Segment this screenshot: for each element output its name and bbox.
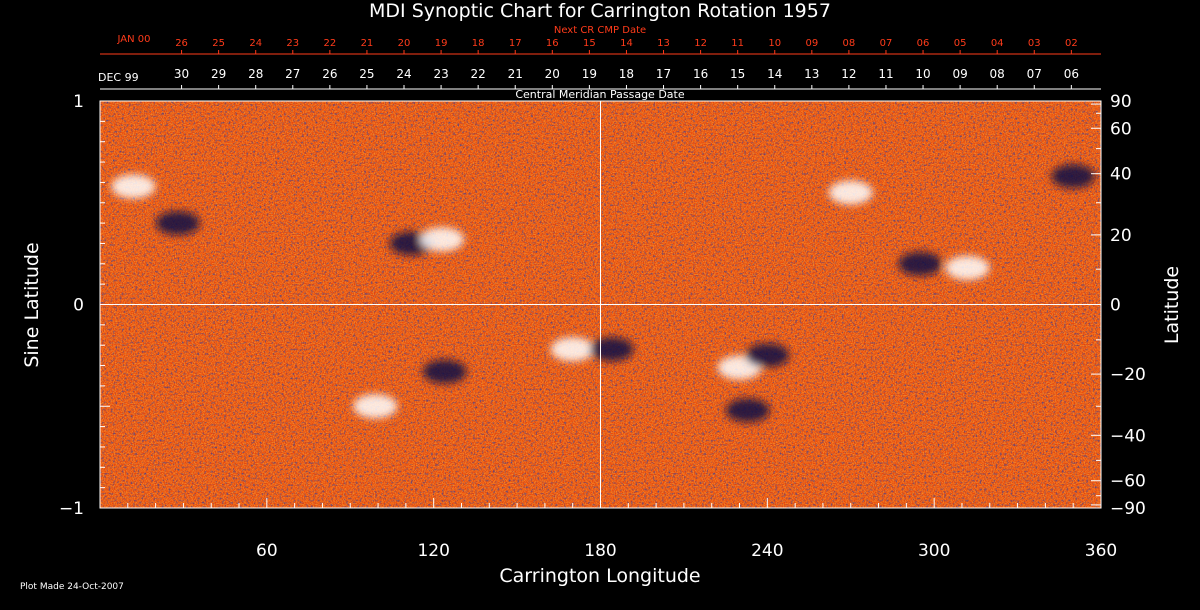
cmp-date-tick-label: 26 [322, 67, 337, 81]
cmp-date-axis-label: Central Meridian Passage Date [515, 88, 684, 101]
y-axis-right-tick-label: −90 [1110, 499, 1146, 519]
cmp-date-tick-label: 24 [396, 67, 411, 81]
next-cmp-tick-label: 16 [546, 38, 559, 49]
cmp-date-tick-label: 17 [656, 67, 671, 81]
cmp-date-tick-label: 18 [619, 67, 634, 81]
y-axis-right-tick-label: 40 [1110, 165, 1132, 185]
cmp-date-tick-label: 09 [952, 67, 967, 81]
next-cmp-tick-label: 10 [768, 38, 781, 49]
next-cmp-tick-label: 14 [620, 38, 633, 49]
next-cmp-tick-label: 19 [435, 38, 448, 49]
next-cmp-tick-label: 20 [398, 38, 411, 49]
next-cmp-tick-label: 09 [805, 38, 818, 49]
next-cmp-tick-label: 05 [954, 38, 967, 49]
next-cmp-tick-label: 26 [175, 38, 188, 49]
cmp-date-tick-label: 21 [508, 67, 523, 81]
y-axis-right-label: Latitude [1161, 266, 1183, 344]
crosshair [100, 101, 1101, 508]
y-axis-left-tick-label: 1 [73, 92, 84, 112]
negative-flux-region [898, 251, 943, 276]
y-axis-left-tick-label: 0 [73, 296, 84, 316]
next-cmp-tick-label: 07 [880, 38, 893, 49]
cmp-date-tick-label: 15 [730, 67, 745, 81]
x-axis-tick-label: 240 [751, 541, 783, 561]
next-cmp-tick-label: 12 [694, 38, 707, 49]
cmp-date-tick-label: 06 [1064, 67, 1079, 81]
positive-flux-region [353, 394, 398, 419]
x-axis-tick-label: 300 [918, 541, 950, 561]
cmp-date-tick-label: 07 [1027, 67, 1042, 81]
next-cmp-tick-label: 02 [1065, 38, 1078, 49]
x-axis: 60 120 180 240 300 360 [127, 498, 1117, 561]
next-cmp-tick-label: 17 [509, 38, 522, 49]
negative-flux-region [589, 337, 634, 362]
y-axis-left-tick-label: −1 [59, 499, 84, 519]
cmp-date-tick-label: 22 [471, 67, 486, 81]
next-cmp-tick-label: 03 [1028, 38, 1041, 49]
next-cmp-tick-label: 21 [361, 38, 374, 49]
next-cmp-tick-label: 04 [991, 38, 1004, 49]
next-cmp-axis-label: Next CR CMP Date [554, 25, 646, 36]
y-axis-right-tick-label: −40 [1110, 426, 1146, 446]
cmp-date-first-label: DEC 99 [98, 71, 139, 84]
x-axis-tick-label: 180 [584, 541, 616, 561]
positive-flux-region [945, 255, 990, 280]
cmp-date-tick-label: 27 [285, 67, 300, 81]
y-axis-right-tick-label: −20 [1110, 365, 1146, 385]
y-axis-right-tick-label: −60 [1110, 472, 1146, 492]
y-axis-right-tick-label: 90 [1110, 92, 1132, 112]
next-cmp-tick-label: 06 [917, 38, 930, 49]
next-cmp-tick-label: 13 [657, 38, 670, 49]
positive-flux-region [420, 227, 465, 252]
next-cmp-tick-label: 15 [583, 38, 596, 49]
cmp-date-tick-label: 16 [693, 67, 708, 81]
y-axis-left-label: Sine Latitude [21, 242, 43, 367]
cmp-date-tick-label: 10 [915, 67, 930, 81]
positive-flux-region [111, 174, 156, 199]
next-cmp-tick-label: 22 [323, 38, 336, 49]
positive-flux-region [828, 180, 873, 205]
next-cmp-tick-label: 23 [286, 38, 299, 49]
negative-flux-region [1051, 164, 1096, 189]
cmp-date-tick-label: 28 [248, 67, 263, 81]
cmp-date-tick-label: 13 [804, 67, 819, 81]
cmp-date-tick-label: 30 [174, 67, 189, 81]
y-axis-right-tick-label: 0 [1110, 296, 1121, 316]
cmp-date-tick-label: 19 [582, 67, 597, 81]
plot-made-note: Plot Made 24-Oct-2007 [20, 582, 124, 592]
negative-flux-region [745, 343, 790, 368]
chart-title: MDI Synoptic Chart for Carrington Rotati… [369, 0, 831, 22]
cmp-date-tick-label: 20 [545, 67, 560, 81]
negative-flux-region [725, 398, 770, 423]
negative-flux-region [155, 211, 200, 236]
next-cmp-first-label: JAN 00 [117, 34, 151, 45]
next-cmp-tick-label: 24 [249, 38, 262, 49]
cmp-date-axis: DEC 99 30 29 28 27 26 25 24 23 22 21 20 19 18 17 16 15 1… [98, 67, 1101, 101]
cmp-date-tick-label: 29 [211, 67, 226, 81]
cmp-date-tick-label: 25 [359, 67, 374, 81]
cmp-date-tick-label: 23 [433, 67, 448, 81]
cmp-date-tick-label: 12 [841, 67, 856, 81]
next-cmp-tick-label: 18 [472, 38, 485, 49]
y-axis-right-tick-label: 20 [1110, 226, 1132, 246]
x-axis-tick-label: 60 [256, 541, 278, 561]
next-cmp-axis: Next CR CMP Date JAN 00 26 25 24 23 22 21 20 19… [100, 25, 1101, 55]
next-cmp-tick-label: 08 [843, 38, 856, 49]
cmp-date-tick-label: 14 [767, 67, 782, 81]
negative-flux-region [422, 359, 467, 384]
next-cmp-tick-label: 11 [731, 38, 744, 49]
cmp-date-tick-label: 11 [878, 67, 893, 81]
y-axis-right: 90 60 40 20 0 −20 −40 −60 −90 [1091, 92, 1146, 519]
x-axis-label: Carrington Longitude [499, 565, 700, 587]
x-axis-tick-label: 360 [1085, 541, 1117, 561]
y-axis-right-tick-label: 60 [1110, 119, 1132, 139]
x-axis-tick-label: 120 [417, 541, 449, 561]
cmp-date-tick-label: 08 [990, 67, 1005, 81]
y-axis-left: 1 0 −1 [59, 92, 110, 519]
next-cmp-tick-label: 25 [212, 38, 225, 49]
positive-flux-region [550, 337, 595, 362]
